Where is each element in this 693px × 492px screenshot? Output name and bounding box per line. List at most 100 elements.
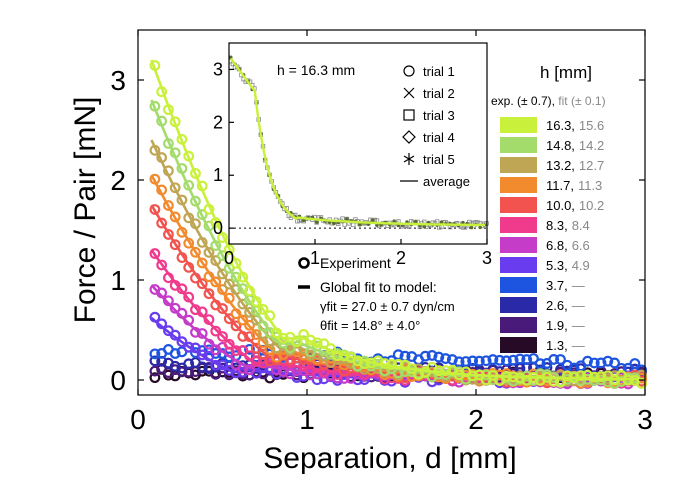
inset-data-point xyxy=(332,221,336,226)
data-point xyxy=(223,262,235,274)
inset-data-point xyxy=(314,220,319,224)
inset-y-tick-label: 1 xyxy=(213,165,223,185)
inset-data-point xyxy=(345,217,349,221)
data-point xyxy=(629,358,641,369)
data-point xyxy=(156,259,168,271)
h-legend-swatch xyxy=(500,257,537,273)
h-legend-entry: 14.8, 14.2 xyxy=(546,138,604,153)
h-legend-swatch xyxy=(500,217,537,233)
data-point xyxy=(223,351,235,363)
data-point xyxy=(149,248,161,259)
inset-x-tick-label: 2 xyxy=(396,248,406,268)
data-point xyxy=(169,348,181,359)
data-point xyxy=(203,288,215,300)
data-point xyxy=(223,338,235,350)
data-point xyxy=(453,356,465,368)
h-exp-value: 6.8, xyxy=(546,238,568,253)
main-axes: 0 1 2 3 0 1 2 3 xyxy=(110,29,653,435)
main-plot xyxy=(149,59,648,390)
data-point xyxy=(636,377,648,389)
data-point xyxy=(521,354,533,365)
gamma-fit-text: γfit = 27.0 ± 0.7 dyn/cm xyxy=(320,299,455,314)
inset-axes-frame xyxy=(228,42,488,245)
data-point xyxy=(501,355,512,367)
data-point xyxy=(196,257,208,269)
data-point xyxy=(149,204,161,215)
h-legend-swatch xyxy=(500,197,537,213)
data-point xyxy=(223,313,235,325)
h-exp-value: 16.3, xyxy=(546,118,575,133)
y-tick-label: 2 xyxy=(110,165,126,196)
trial-3-marker-icon xyxy=(403,109,415,121)
inset-data-point xyxy=(342,222,347,227)
data-point xyxy=(271,364,282,376)
data-point xyxy=(480,355,492,367)
data-point xyxy=(210,325,222,337)
h-legend-subtitle: exp. (± 0.7), fit (± 0.1) xyxy=(491,94,606,108)
h-exp-value: 11.7, xyxy=(546,178,574,193)
y-tick-label: 0 xyxy=(110,365,126,396)
data-point xyxy=(582,355,593,367)
h-exp-value: 10.0, xyxy=(546,198,575,213)
h-legend-swatch xyxy=(500,317,537,333)
data-point xyxy=(190,246,201,258)
h-exp-value: 2.6, xyxy=(546,298,568,313)
h-fit-value: 15.6 xyxy=(579,118,604,133)
main-axes-frame xyxy=(137,29,646,396)
series-h-16.3 xyxy=(149,59,648,389)
data-point xyxy=(588,371,600,383)
data-point xyxy=(555,354,566,365)
h-legend-swatch xyxy=(500,177,537,193)
data-point xyxy=(487,354,499,365)
data-point xyxy=(588,357,600,369)
experiment-marker-icon xyxy=(298,257,310,269)
data-point xyxy=(169,211,181,223)
h-fit-value: — xyxy=(572,278,585,293)
h-legend-entry: 10.0, 10.2 xyxy=(546,198,604,213)
inset-y-tick-label: 2 xyxy=(213,112,223,132)
main-legend: Experiment Global fit to model: γfit = 2… xyxy=(298,255,455,333)
h-fit-value: 11.3 xyxy=(578,178,602,193)
h-legend-subtitle-exp: exp. (± 0.7), xyxy=(491,94,555,108)
data-point xyxy=(169,302,181,314)
h-legend-swatch xyxy=(500,297,537,313)
data-point xyxy=(250,329,262,340)
data-point xyxy=(595,357,607,369)
data-point xyxy=(203,247,215,258)
data-point xyxy=(176,366,188,378)
data-point xyxy=(467,355,479,367)
data-point xyxy=(217,331,228,342)
h-legend-entry: 16.3, 15.6 xyxy=(546,118,604,133)
h-legend-swatch xyxy=(500,117,537,133)
inset-data-point xyxy=(422,224,427,229)
h-exp-value: 14.8, xyxy=(546,138,575,153)
data-point xyxy=(190,195,201,207)
data-point xyxy=(176,336,188,348)
h-exp-value: 13.2, xyxy=(546,158,575,173)
h-fit-value: 12.7 xyxy=(579,158,604,173)
data-point xyxy=(446,354,458,365)
h-fit-value: 10.2 xyxy=(579,198,604,213)
inset-data-point xyxy=(478,225,482,230)
y-axis-label: Force / Pair [mN] xyxy=(69,97,102,324)
x-tick-label: 3 xyxy=(637,404,653,435)
inset-data-point xyxy=(357,222,362,227)
h-legend-entry: 11.7, 11.3 xyxy=(546,178,602,193)
h-legend-swatch xyxy=(500,277,537,293)
inset-y-tick-label: 3 xyxy=(213,59,223,79)
h-legend-entry: 13.2, 12.7 xyxy=(546,158,604,173)
data-point xyxy=(440,365,451,376)
h-legend-swatch xyxy=(500,237,537,253)
inset-legend: trial 1 trial 2 trial 3 trial 4 trial 5 avera… xyxy=(400,64,470,189)
data-point xyxy=(183,358,195,370)
h-exp-value: 5.3, xyxy=(546,258,568,273)
x-axis-label: Separation, d [mm] xyxy=(263,442,516,475)
data-point xyxy=(473,355,485,367)
h-legend-entry: 1.3, — xyxy=(546,338,585,353)
h-fit-value: — xyxy=(572,318,585,333)
h-legend-entry: 5.3, 4.9 xyxy=(546,258,590,273)
data-point xyxy=(196,328,208,339)
y-tick-label: 1 xyxy=(110,265,126,296)
inset-legend-label: trial 4 xyxy=(423,130,455,145)
